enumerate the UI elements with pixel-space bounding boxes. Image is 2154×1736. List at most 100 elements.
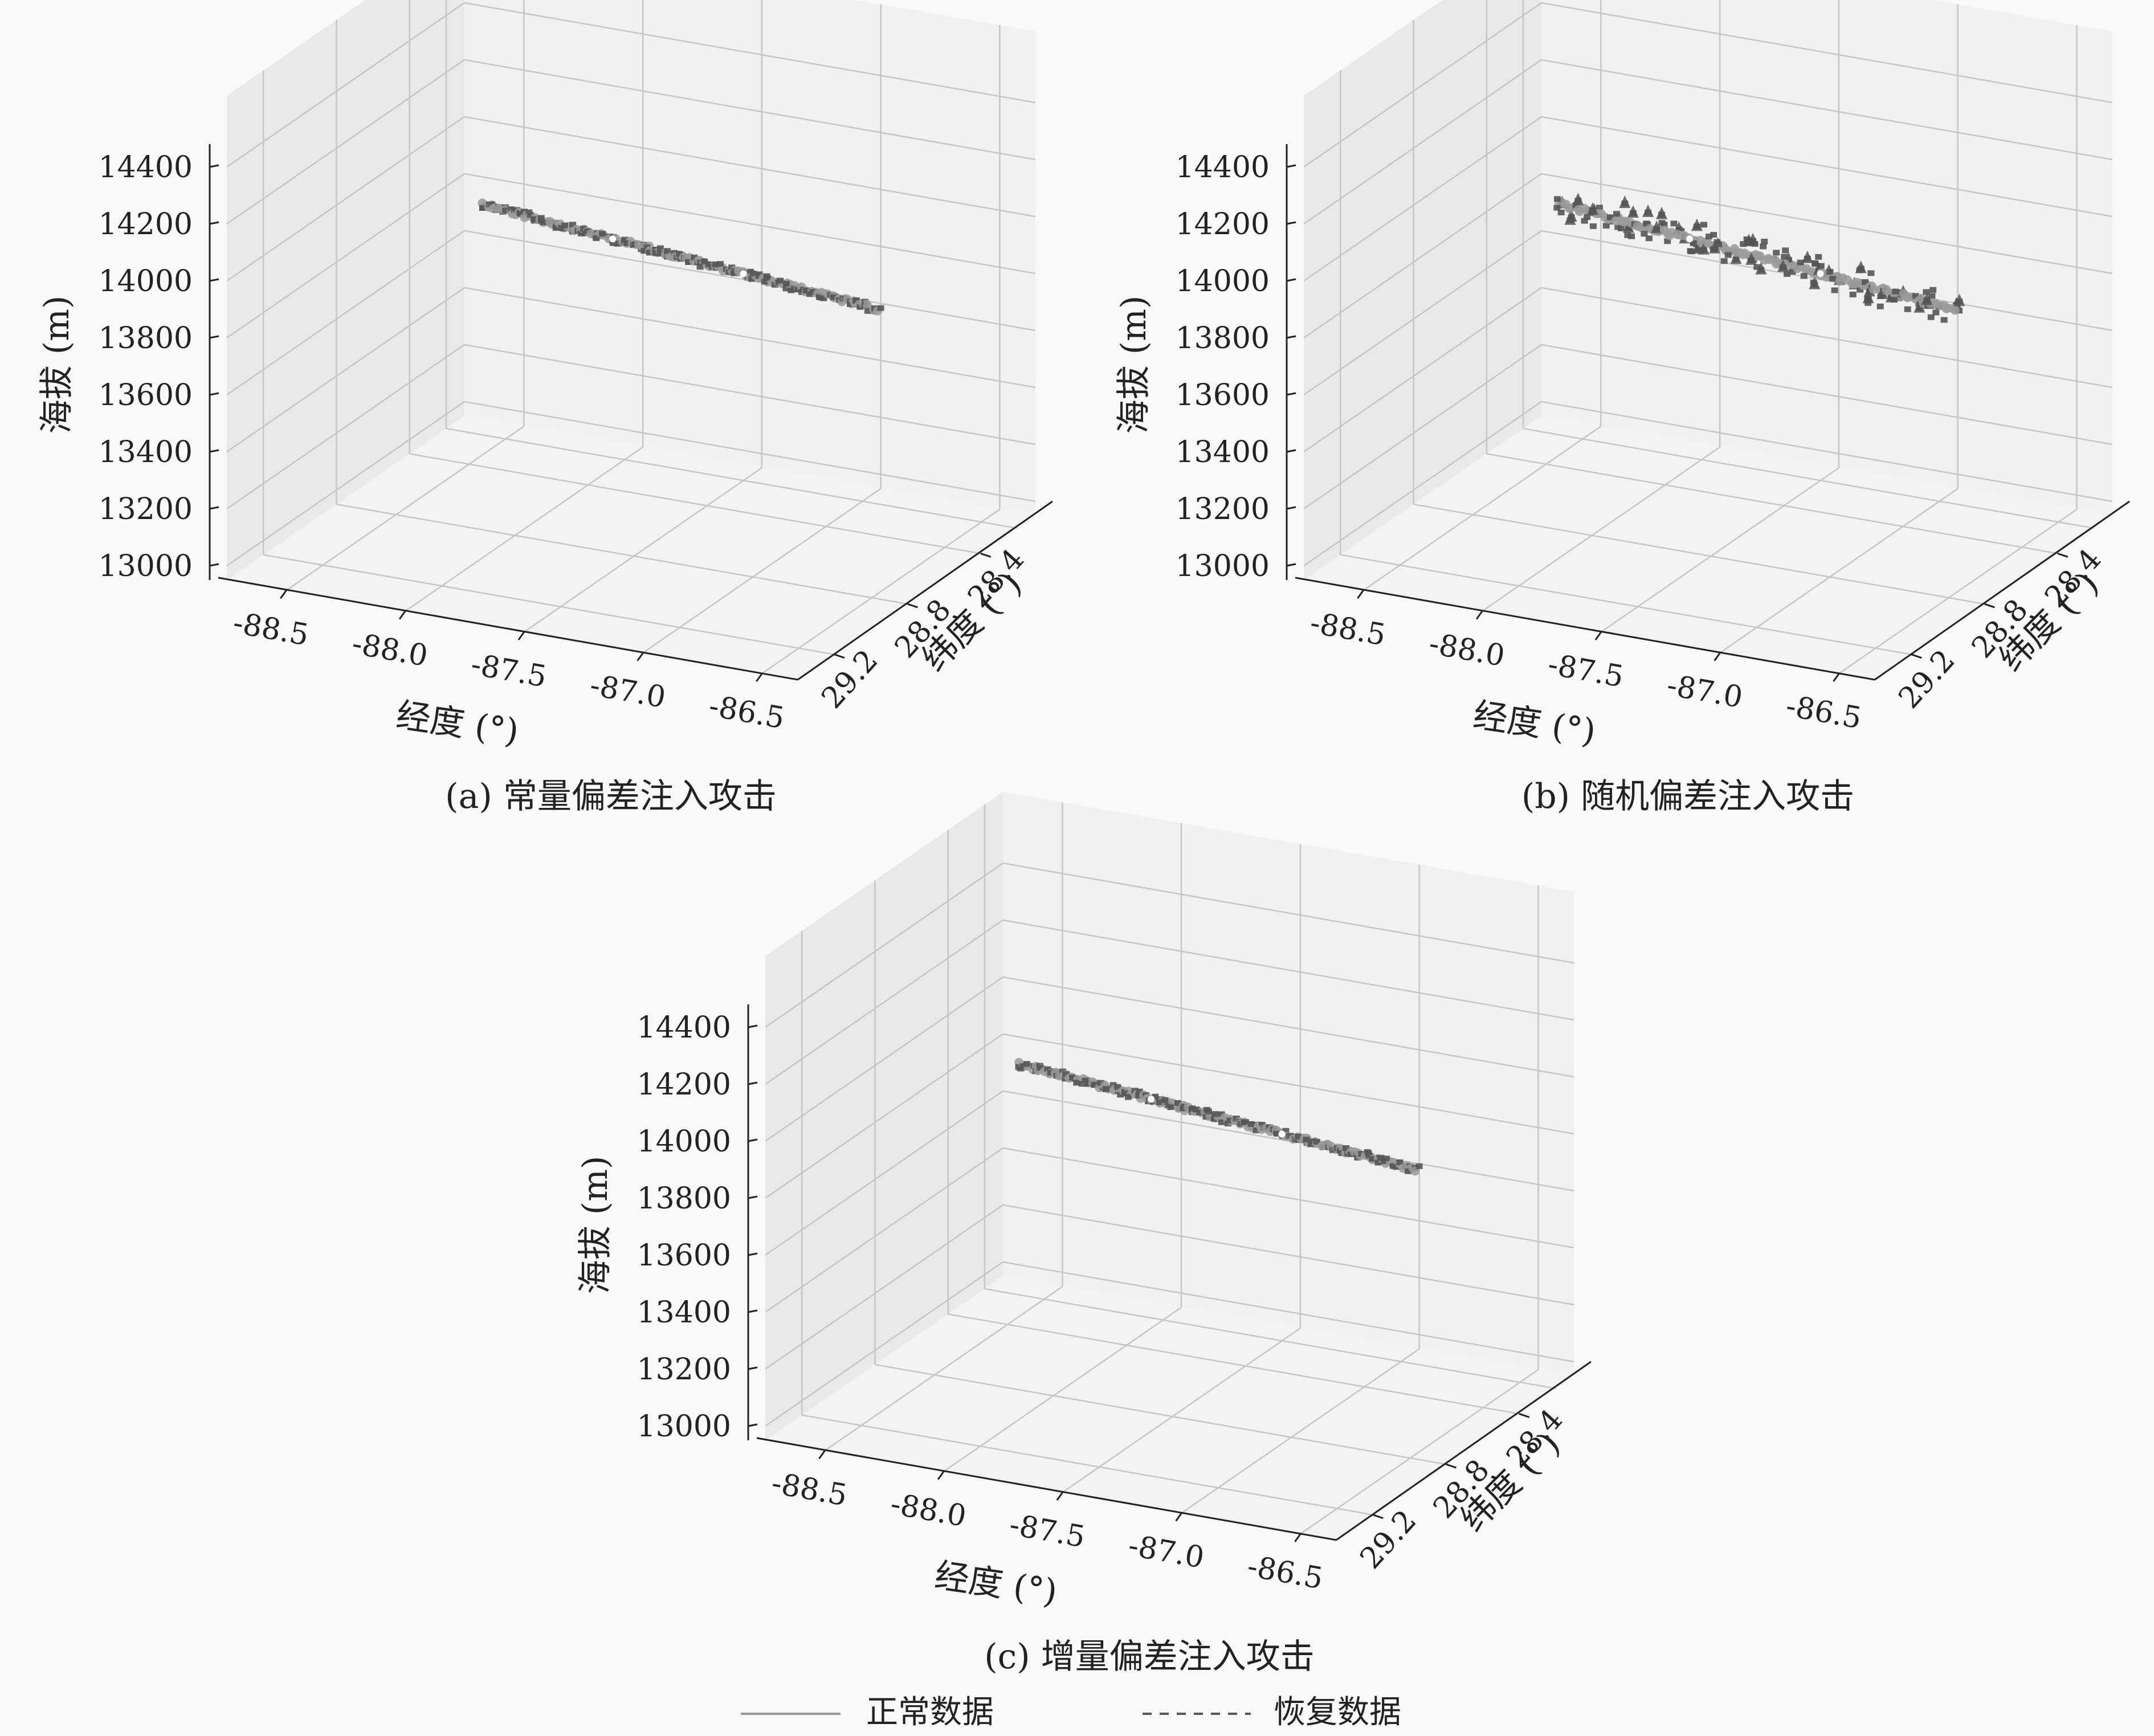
point-recovered (1715, 241, 1722, 247)
z-tick (209, 563, 219, 567)
floor-grid-x (1062, 1327, 1301, 1493)
floor-grid-y (1340, 554, 1912, 655)
point-recovered (1073, 1080, 1080, 1086)
point-recovered (761, 279, 768, 285)
point-recovered (1308, 1138, 1316, 1145)
x-tick (818, 1450, 826, 1460)
wall-grid-z (765, 919, 1574, 1085)
x-tick (937, 1471, 945, 1480)
floor-grid-x (761, 509, 1001, 675)
axes (747, 1004, 1592, 1542)
data-points (1553, 193, 1965, 323)
floor-grid-x (1601, 467, 1839, 633)
z-tick-label: 13200 (1176, 492, 1270, 526)
point-recovered (623, 240, 631, 246)
axes (1286, 144, 2130, 682)
point-recovered (593, 235, 600, 242)
point-recovered (1618, 226, 1625, 231)
z-tick-label: 13800 (1176, 321, 1270, 356)
point-recovered (852, 297, 859, 304)
point-recovered-spike (1777, 259, 1789, 272)
floor-grid-x (1300, 1369, 1539, 1535)
z-tick-label: 13600 (637, 1239, 731, 1273)
z-tick-label: 13400 (99, 435, 193, 469)
point-recovered (705, 262, 712, 267)
point-recovered-spike (1586, 202, 1598, 215)
chart-panel-c: -88.5 -88.0 -87.5 -87.0 -86.5 29.228.828.4130… (576, 792, 1592, 1677)
wall-grid-z (765, 1033, 1574, 1199)
x-tick-label: -87.0 (1665, 668, 1745, 715)
point-recovered-spike (1691, 218, 1703, 231)
point-recovered-spike (1564, 212, 1576, 225)
x-tick (398, 610, 406, 620)
point-recovered-spike (1801, 250, 1813, 263)
point-recovered (1687, 248, 1694, 254)
z-tick-label: 13200 (99, 492, 193, 526)
point-recovered (1152, 1093, 1159, 1100)
floor-grid-y (1413, 503, 1985, 605)
point-recovered (730, 270, 737, 276)
point-recovered (1210, 1116, 1218, 1122)
point-recovered (1023, 1061, 1030, 1067)
z-tick-label: 13600 (1176, 378, 1270, 412)
point-recovered (1810, 279, 1817, 285)
x-tick-label: -87.0 (1126, 1529, 1207, 1575)
point-recovered (1892, 288, 1899, 295)
floor-pane (1304, 416, 2112, 680)
z-tick-label: 13000 (637, 1410, 731, 1444)
point-recovered (1161, 1097, 1169, 1103)
y-axis-line (1874, 500, 2130, 681)
wall-grid-z (226, 2, 1036, 168)
point-recovered (696, 264, 704, 270)
floor-grid-x (285, 426, 525, 591)
point-recovered (1019, 1063, 1027, 1069)
point-recovered (1062, 1071, 1070, 1077)
point-recovered (1167, 1104, 1174, 1110)
y-tick (907, 603, 918, 608)
z-tick (748, 1423, 758, 1427)
z-tick-label: 14200 (99, 207, 193, 242)
point-recovered (809, 289, 817, 295)
point-recovered (1643, 220, 1650, 227)
back-pane (464, 0, 1035, 516)
point-recovered-spike (1642, 204, 1654, 217)
point-recovered (686, 259, 693, 265)
point-recovered-spike (1698, 242, 1710, 255)
wall-grid-z (226, 344, 1036, 510)
point-recovered (641, 248, 648, 254)
point-recovered (782, 285, 790, 292)
point-recovered (569, 222, 577, 228)
x-tick-label: -86.5 (1783, 689, 1864, 736)
x-tick-label: -87.5 (1007, 1508, 1088, 1554)
x-tick-label: -88.0 (349, 627, 430, 673)
wall-grid-z (226, 59, 1036, 225)
z-tick (1286, 278, 1296, 282)
floor-grid-y (1523, 427, 2095, 529)
point-recovered (1645, 235, 1653, 242)
floor-grid-x (1482, 446, 1720, 612)
point-recovered-spike (1953, 293, 1965, 307)
point-recovered (577, 230, 585, 236)
z-tick (748, 1024, 758, 1028)
point-recovered (1037, 1065, 1044, 1071)
point-recovered (1862, 279, 1869, 285)
point-recovered (1815, 254, 1822, 260)
point-recovered-spike (1921, 292, 1933, 305)
grid-lines (765, 802, 1574, 1535)
point-recovered (1867, 270, 1875, 276)
point-recovered (1180, 1105, 1187, 1112)
z-tick (748, 1366, 758, 1370)
point-recovered-spike (1619, 195, 1631, 209)
point-recovered (1136, 1088, 1143, 1094)
wall-grid-z (1303, 2, 2113, 168)
z-tick-label: 13400 (637, 1296, 731, 1330)
point-recovered (1295, 1133, 1302, 1139)
point-recovered (1156, 1099, 1164, 1105)
point-recovered (1700, 222, 1707, 228)
point-recovered-spike (1651, 220, 1663, 234)
data-points (1014, 1057, 1423, 1176)
point-recovered (1817, 263, 1825, 269)
point-recovered-spike (1656, 206, 1667, 219)
z-tick-label: 14000 (637, 1125, 731, 1159)
